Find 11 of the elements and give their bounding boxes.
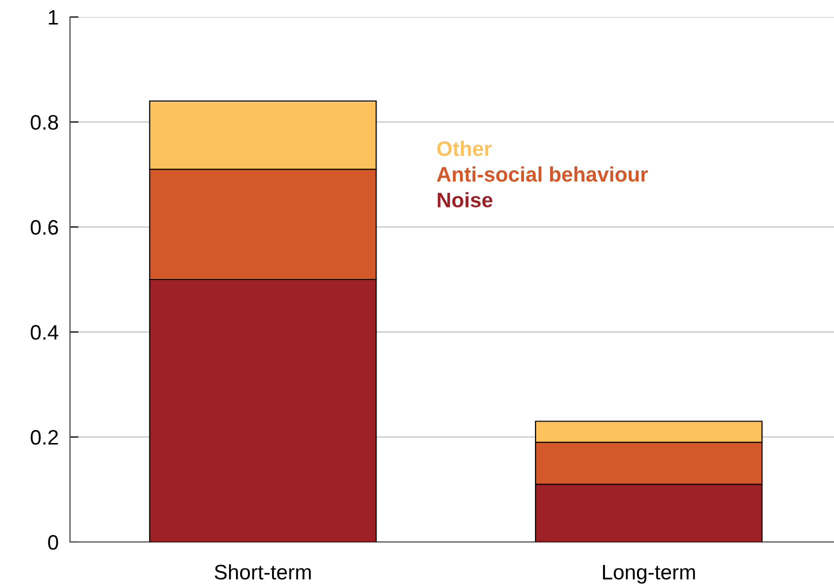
text: Anti-social behaviour xyxy=(436,166,648,182)
y-tick-label: 0.2 xyxy=(30,430,58,445)
y-tick-label: 1 xyxy=(48,10,58,25)
x-tick-label: Long-term xyxy=(603,564,695,584)
y-tick-label: 0.8 xyxy=(30,115,58,130)
y-tick-label: 0 xyxy=(48,535,58,550)
text: Noise xyxy=(438,192,492,208)
y-tick-label: 0.6 xyxy=(30,220,58,235)
text: Other xyxy=(437,140,492,156)
x-tick-label: Short-term xyxy=(214,564,311,580)
y-tick-label: 0.4 xyxy=(30,325,58,340)
